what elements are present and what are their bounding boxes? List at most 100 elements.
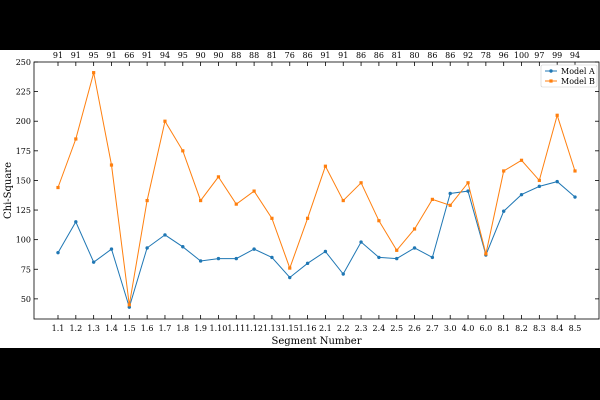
top-axis-label: 94 (570, 51, 580, 60)
top-axis-label: 100 (514, 51, 529, 60)
plot-frame (33, 61, 600, 320)
data-point (359, 240, 363, 244)
top-axis-label: 91 (71, 51, 81, 60)
data-point (537, 184, 542, 189)
data-point (412, 246, 417, 250)
x-tick-label: 1.3 (87, 324, 100, 333)
data-point (555, 179, 559, 184)
top-axis-label: 96 (499, 51, 509, 60)
x-tick-label: 1.11 (227, 324, 245, 333)
x-tick-label: 2.5 (390, 324, 403, 333)
top-axis-label: 80 (409, 51, 419, 60)
top-letterbox (0, 0, 600, 50)
data-point (484, 252, 488, 256)
top-axis-label: 91 (338, 51, 348, 60)
legend-marker (549, 79, 553, 83)
x-tick-label: 1.2 (69, 324, 82, 333)
top-axis-label: 88 (231, 51, 241, 60)
data-point (145, 198, 149, 203)
top-axis-label: 86 (356, 51, 366, 60)
top-axis-label: 81 (267, 51, 277, 60)
top-axis-label: 78 (481, 51, 491, 60)
x-tick-label: 2.3 (355, 324, 368, 333)
legend-label: Model A (561, 67, 595, 76)
top-axis-label: 94 (160, 51, 170, 60)
data-point (288, 266, 292, 270)
data-point (395, 248, 399, 252)
top-axis-label: 86 (302, 51, 312, 60)
x-tick-label: 8.4 (551, 324, 564, 333)
x-tick-label: 2.6 (408, 324, 421, 333)
data-point (341, 272, 345, 276)
x-tick-label: 1.15 (281, 324, 299, 333)
series-line-model-b (57, 72, 576, 305)
top-axis-label: 76 (285, 51, 295, 60)
x-tick-label: 1.6 (141, 324, 154, 333)
x-tick-label: 1.9 (194, 324, 207, 333)
top-axis-label: 92 (463, 51, 473, 60)
data-point (555, 113, 559, 117)
data-point (252, 189, 256, 193)
data-point (501, 209, 506, 213)
data-point (91, 260, 96, 264)
top-axis-label: 99 (552, 51, 562, 60)
top-axis-label: 95 (178, 51, 188, 60)
y-tick-label: 200 (16, 117, 31, 126)
x-tick-label: 3.0 (444, 324, 457, 333)
top-axis-label: 90 (196, 51, 206, 60)
data-point (323, 249, 328, 254)
top-axis-label: 91 (53, 51, 63, 60)
data-point (92, 71, 96, 75)
data-point (305, 261, 310, 266)
top-axis-label: 91 (320, 51, 330, 60)
x-tick-label: 1.13 (263, 324, 281, 333)
x-tick-label: 2.1 (319, 324, 332, 333)
data-point (234, 202, 238, 206)
data-point (56, 185, 60, 190)
top-axis-label: 91 (106, 51, 116, 60)
top-axis-label: 88 (249, 51, 259, 60)
x-tick-label: 8.3 (533, 324, 546, 333)
x-tick-label: 8.1 (497, 324, 510, 333)
legend-marker (549, 69, 553, 73)
top-axis-label: 66 (124, 51, 134, 60)
x-tick-label: 8.2 (515, 324, 528, 333)
data-point (270, 255, 274, 260)
data-point (109, 247, 114, 251)
data-point (199, 198, 203, 203)
data-point (395, 256, 399, 261)
data-point (448, 203, 452, 207)
x-tick-label: 1.8 (176, 324, 189, 333)
legend-label: Model B (561, 77, 595, 86)
data-point (234, 256, 238, 261)
data-point (109, 163, 114, 167)
data-point (430, 255, 435, 260)
bottom-letterbox (0, 348, 600, 400)
x-tick-label: 1.16 (299, 324, 317, 333)
y-tick-label: 150 (16, 176, 31, 185)
top-axis-label: 81 (392, 51, 402, 60)
data-point (377, 219, 381, 223)
data-point (537, 178, 541, 183)
data-point (216, 175, 221, 179)
x-tick-label: 1.1 (52, 324, 65, 333)
top-axis-label: 86 (374, 51, 384, 60)
series-line-model-a (57, 181, 576, 309)
data-point (181, 245, 185, 249)
data-point (466, 189, 470, 193)
data-point (145, 246, 149, 250)
data-point (323, 164, 328, 168)
x-tick-label: 1.4 (105, 324, 118, 333)
data-point (198, 259, 203, 263)
data-point (216, 256, 221, 261)
top-axis-label: 86 (427, 51, 437, 60)
data-point (181, 149, 185, 153)
data-point (74, 220, 78, 224)
data-point (519, 192, 524, 197)
y-tick-label: 225 (16, 88, 31, 97)
x-tick-label: 1.10 (210, 324, 228, 333)
y-tick-label: 250 (16, 58, 31, 67)
x-tick-label: 1.5 (123, 324, 136, 333)
x-tick-label: 1.12 (245, 324, 263, 333)
